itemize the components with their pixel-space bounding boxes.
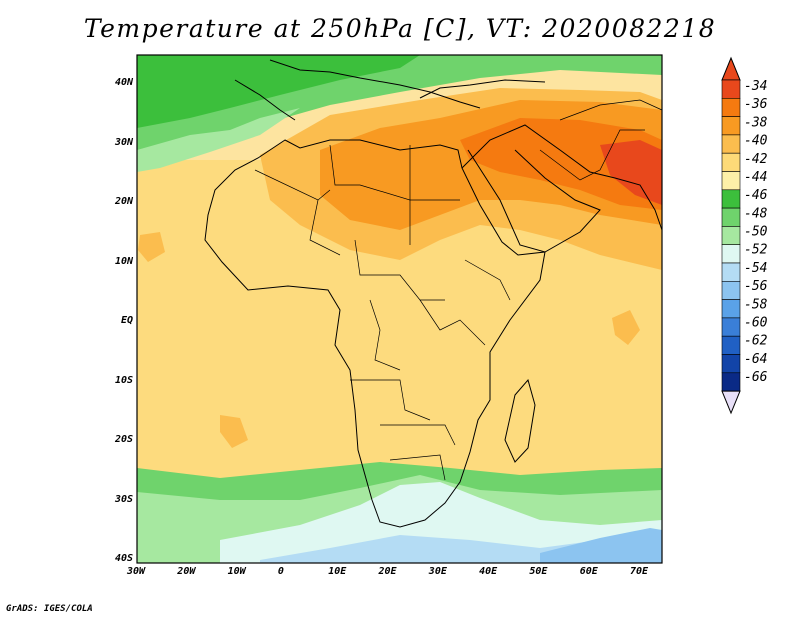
colorbar-label: -58	[744, 297, 768, 312]
colorbar-segment	[721, 134, 741, 154]
footer-credit: GrADS: IGES/COLA	[6, 604, 93, 614]
colorbar-label: -62	[744, 334, 768, 349]
lon-label: 10W	[227, 566, 246, 577]
lon-label: 30E	[428, 566, 447, 577]
lon-label: 10E	[328, 566, 347, 577]
lat-label: 40N	[114, 77, 133, 88]
colorbar-label: -36	[744, 97, 768, 112]
colorbar-label: -48	[744, 206, 768, 221]
lat-label: 30S	[114, 493, 133, 505]
colorbar-label: -34	[744, 79, 767, 94]
lat-label: 10N	[114, 255, 133, 267]
colorbar-segment	[721, 98, 741, 117]
colorbar-label: -40	[744, 134, 768, 149]
lat-label: 40S	[114, 553, 133, 564]
lat-label: 20S	[114, 434, 133, 445]
country-borders	[254, 99, 663, 481]
colorbar-segment	[721, 262, 741, 282]
colorbar-label: -54	[744, 261, 767, 276]
colorbar: -34 -36 -38 -40 -42 -44 -46 -48 -50 -52 -54 -56 -58 -…	[721, 56, 768, 415]
lat-label: 30N	[114, 136, 133, 148]
colorbar-segment	[721, 335, 741, 355]
colorbar-top-arrow	[721, 56, 741, 81]
lat-label: EQ	[120, 315, 133, 326]
colorbar-segment	[721, 354, 741, 374]
colorbar-label: -46	[744, 188, 768, 203]
colorbar-segment	[721, 372, 741, 392]
colorbar-segment	[721, 189, 741, 209]
colorbar-label: -66	[744, 370, 768, 385]
colorbar-segment	[721, 226, 741, 245]
lat-label: 20N	[114, 196, 133, 207]
lon-label: 60E	[579, 566, 598, 577]
coastlines	[204, 59, 663, 528]
colorbar-label: -60	[744, 316, 768, 331]
lon-label: 20E	[378, 566, 397, 577]
colorbar-segment	[721, 244, 741, 264]
lon-label: 40E	[479, 566, 498, 577]
lon-label: 50E	[529, 566, 548, 577]
colorbar-segment	[721, 317, 741, 337]
lon-label: 20W	[177, 566, 196, 577]
colorbar-segment	[721, 79, 741, 99]
colorbar-segment	[721, 280, 741, 300]
lat-label: 10S	[114, 374, 133, 386]
colorbar-label: -44	[744, 170, 767, 185]
colorbar-label: -52	[744, 243, 768, 258]
colorbar-label: -56	[744, 279, 768, 294]
map-title: Temperature at 250hPa [C], VT: 202008221…	[83, 14, 717, 43]
colorbar-label: -38	[744, 115, 768, 130]
colorbar-label: -42	[744, 152, 768, 167]
colorbar-label: -50	[744, 225, 768, 240]
colorbar-segment	[721, 299, 741, 319]
colorbar-label: -64	[744, 352, 767, 367]
colorbar-segment	[721, 171, 741, 191]
colorbar-segment	[721, 152, 741, 172]
lon-label: 70E	[630, 566, 649, 577]
colorbar-bottom-arrow	[721, 390, 741, 415]
lon-label: 0	[277, 566, 284, 577]
lon-label: 30W	[127, 566, 146, 577]
colorbar-segment	[721, 207, 741, 227]
colorbar-segment	[721, 116, 741, 136]
